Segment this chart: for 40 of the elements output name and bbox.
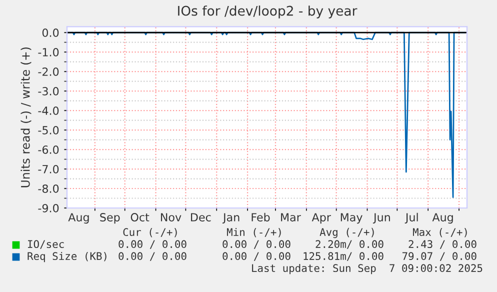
x-tick-label: May [340,213,362,224]
x-tick-label: Aug [68,213,89,224]
text: 0.00 / 0.00 [118,240,186,249]
y-tick-label: -6.0 [38,145,59,154]
x-tick-label: Apr [312,213,331,224]
text: 125.81m/ 0.00 [304,252,384,261]
x-tick-label: Jan [222,213,240,224]
x-tick-label: Oct [130,213,150,222]
text: Min (-/+) [226,228,281,238]
y-tick-label: -2.0 [38,68,59,76]
chart-title: IOs for /dev/loop2 - by year [178,6,358,18]
x-tick-label: Nov [160,213,182,222]
x-tick-label: Mar [281,213,301,222]
legend-label: IO/sec [28,240,64,249]
y-tick-label: -8.0 [38,184,59,193]
text: Last update: Sun Sep 7 09:00:02 2025 [252,264,482,274]
y-tick-label: -4.0 [38,106,59,115]
x-tick-label: Dec [191,213,211,222]
y-tick-label: -3.0 [38,87,59,96]
x-tick-label: Aug [432,213,453,224]
y-tick-label: 0.0 [42,28,59,37]
text: 0.00 / 0.00 [222,252,290,261]
x-tick-label: Jun [372,213,390,224]
text: 2.43 / 0.00 [408,240,476,249]
x-tick-label: Feb [252,212,270,222]
x-tick-label: Jul [404,212,418,224]
text: Avg (-/+) [320,228,374,238]
y-tick-label: -9.0 [38,204,59,212]
text: Max (-/+) [412,228,467,238]
text: 0.00 / 0.00 [222,240,290,249]
y-tick-label: -7.0 [38,164,59,174]
text: 79.07 / 0.00 [402,252,476,261]
y-tick-label: -5.0 [38,126,59,134]
text: Cur (-/+) [123,228,177,238]
x-tick-label: Sep [100,213,120,224]
legend-label: Req Size (KB) [28,252,106,262]
y-tick-label: -1.0 [38,48,59,56]
text: 0.00 / 0.00 [118,252,186,261]
text: 2.20m/ 0.00 [316,240,384,249]
y-axis-title: Units read (-) / write (+) [20,47,32,188]
